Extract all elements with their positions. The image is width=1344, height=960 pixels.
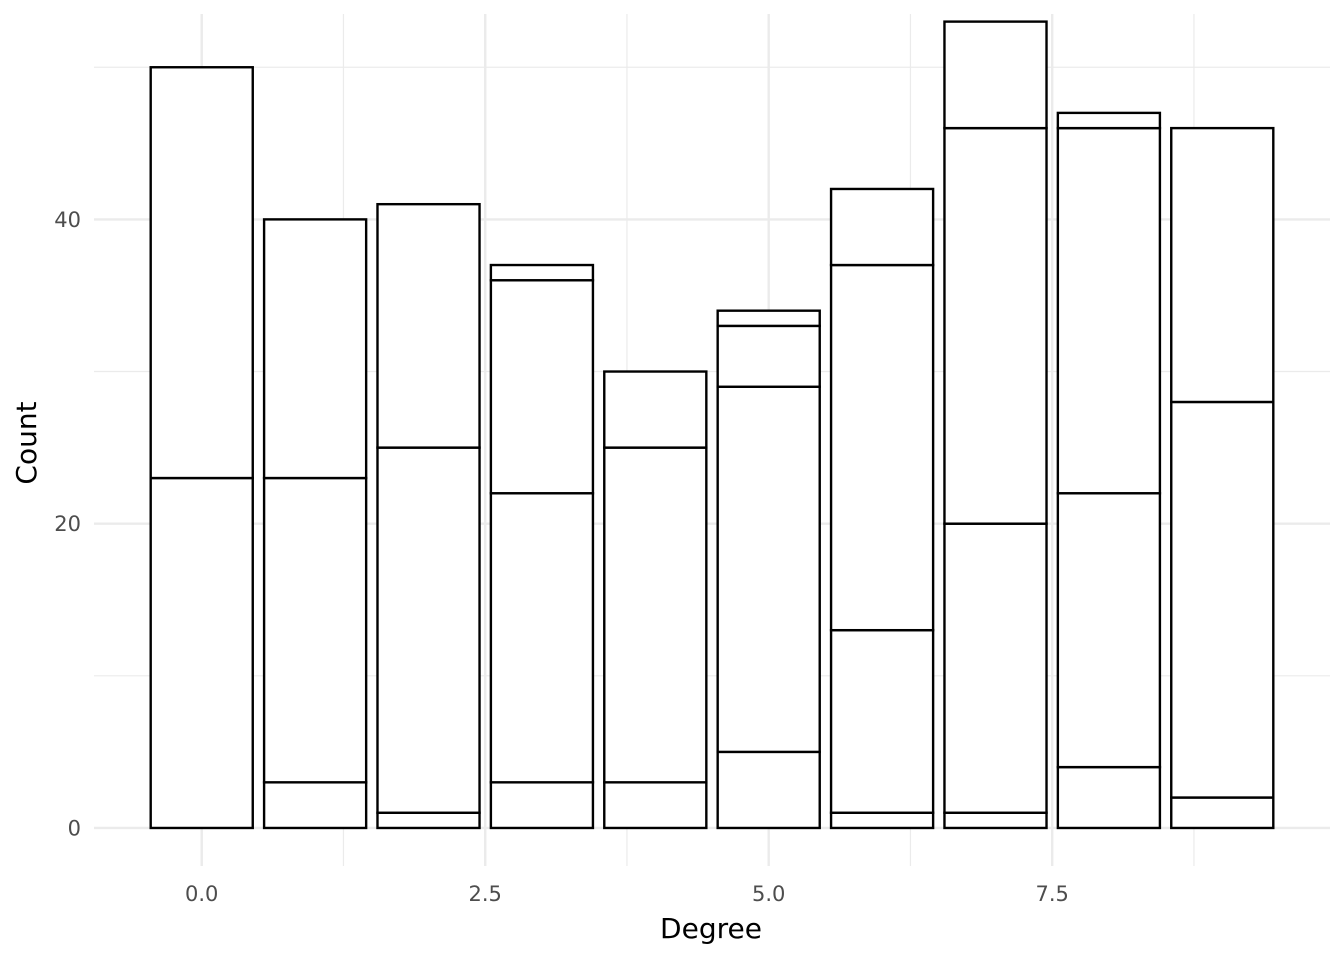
bar-segment [1056,111,1162,130]
bar-segment [829,187,935,267]
bar-segment [376,202,481,449]
bar-segment [716,309,821,328]
bar-segment [1056,126,1162,495]
bar-segment [829,263,935,632]
bar-segment [716,385,821,754]
bar-segment [603,446,708,784]
y-tick-label: 20 [54,512,81,536]
bar-segment [376,446,481,814]
bar-segment [489,492,595,784]
bar-segment [489,279,595,495]
bar-segment [716,324,821,388]
bar-segment [262,218,368,480]
bar-segment [829,628,935,814]
bar-segment [943,522,1048,814]
x-tick-label: 2.5 [469,882,502,906]
bar-segment [1170,126,1275,404]
bar-segment [1056,492,1162,769]
bar-segment [489,263,595,282]
y-tick-label: 40 [54,208,81,232]
bar-segment [603,370,708,449]
x-tick-label: 7.5 [1035,882,1068,906]
bar-segment [1056,765,1162,830]
bar-segment [829,811,935,830]
bar-segment [149,476,254,830]
bar-segment [376,811,481,830]
y-tick-labels: 0 20 40 [54,208,81,841]
bar-segment [716,750,821,830]
bar-segment [1170,796,1275,830]
bar-segment [943,126,1048,525]
x-tick-label: 0.0 [185,882,218,906]
bar-segment [262,476,368,784]
y-tick-label: 0 [68,816,81,840]
bar-segment [262,781,368,830]
x-axis-title: Degree [660,912,762,945]
x-tick-labels: 0.0 2.5 5.0 7.5 [185,882,1069,906]
bar-segment [1170,400,1275,799]
bar-segment [603,781,708,830]
bar-segment [943,811,1048,830]
bar-segment [489,781,595,830]
bars [149,20,1275,830]
bar-segment [943,20,1048,130]
x-tick-label: 5.0 [752,882,785,906]
y-axis-title: Count [10,401,43,484]
bar-segment [149,66,254,480]
